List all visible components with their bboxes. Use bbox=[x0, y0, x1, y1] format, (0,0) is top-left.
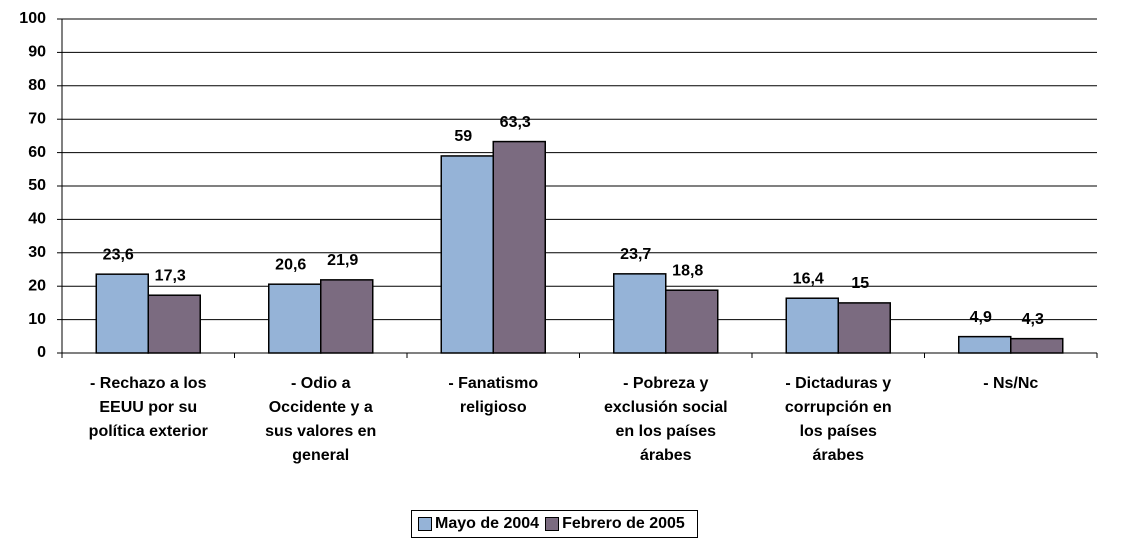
legend-item: Febrero de 2005 bbox=[545, 515, 685, 533]
bar bbox=[613, 273, 667, 354]
value-label: 23,6 bbox=[103, 246, 134, 263]
value-label: 23,7 bbox=[620, 246, 651, 263]
value-label: 16,4 bbox=[793, 270, 824, 287]
value-label: 4,9 bbox=[970, 309, 992, 326]
y-tick-label: 0 bbox=[37, 344, 46, 361]
x-tick-label: - Pobreza y exclusión social en los país… bbox=[603, 375, 728, 464]
bar bbox=[665, 289, 719, 354]
bar bbox=[1010, 337, 1064, 354]
x-tick-label: - Dictaduras y corrupción en los países … bbox=[784, 375, 892, 464]
y-tick-label: 50 bbox=[28, 177, 46, 194]
x-tick-label: - Rechazo a los EEUU por su política ext… bbox=[88, 375, 208, 440]
y-tick-label: 80 bbox=[28, 77, 46, 94]
y-tick-label: 40 bbox=[28, 211, 46, 228]
bar bbox=[492, 140, 546, 354]
y-tick-label: 30 bbox=[28, 244, 46, 261]
bar bbox=[440, 155, 494, 354]
legend-item: Mayo de 2004 bbox=[418, 515, 539, 533]
bar bbox=[268, 283, 322, 354]
x-tick-label: - Fanatismo religioso bbox=[448, 375, 539, 416]
value-label: 20,6 bbox=[275, 256, 306, 273]
legend: Mayo de 2004 Febrero de 2005 bbox=[411, 510, 698, 538]
x-tick-label: - Odio a Occidente y a sus valores en ge… bbox=[265, 375, 377, 464]
value-label: 17,3 bbox=[155, 267, 186, 284]
bar bbox=[785, 297, 839, 354]
value-label: 59 bbox=[454, 128, 472, 145]
bar bbox=[95, 273, 149, 354]
y-tick-label: 60 bbox=[28, 144, 46, 161]
x-tick-label: - Ns/Nc bbox=[983, 375, 1039, 392]
legend-swatch bbox=[418, 517, 432, 531]
y-tick-label: 20 bbox=[28, 277, 46, 294]
legend-label: Mayo de 2004 bbox=[435, 515, 540, 532]
bar bbox=[837, 302, 891, 354]
value-label: 15 bbox=[851, 275, 869, 292]
y-tick-label: 100 bbox=[19, 10, 46, 27]
bar bbox=[958, 335, 1012, 354]
y-tick-label: 90 bbox=[28, 44, 46, 61]
bar bbox=[147, 294, 201, 354]
value-label: 21,9 bbox=[327, 252, 358, 269]
y-tick-label: 70 bbox=[28, 110, 46, 127]
value-label: 18,8 bbox=[672, 262, 703, 279]
value-label: 63,3 bbox=[500, 114, 531, 131]
y-tick-label: 10 bbox=[28, 311, 46, 328]
bar bbox=[320, 279, 374, 354]
value-label: 4,3 bbox=[1022, 311, 1044, 328]
legend-label: Febrero de 2005 bbox=[562, 515, 685, 532]
legend-swatch bbox=[545, 517, 560, 531]
